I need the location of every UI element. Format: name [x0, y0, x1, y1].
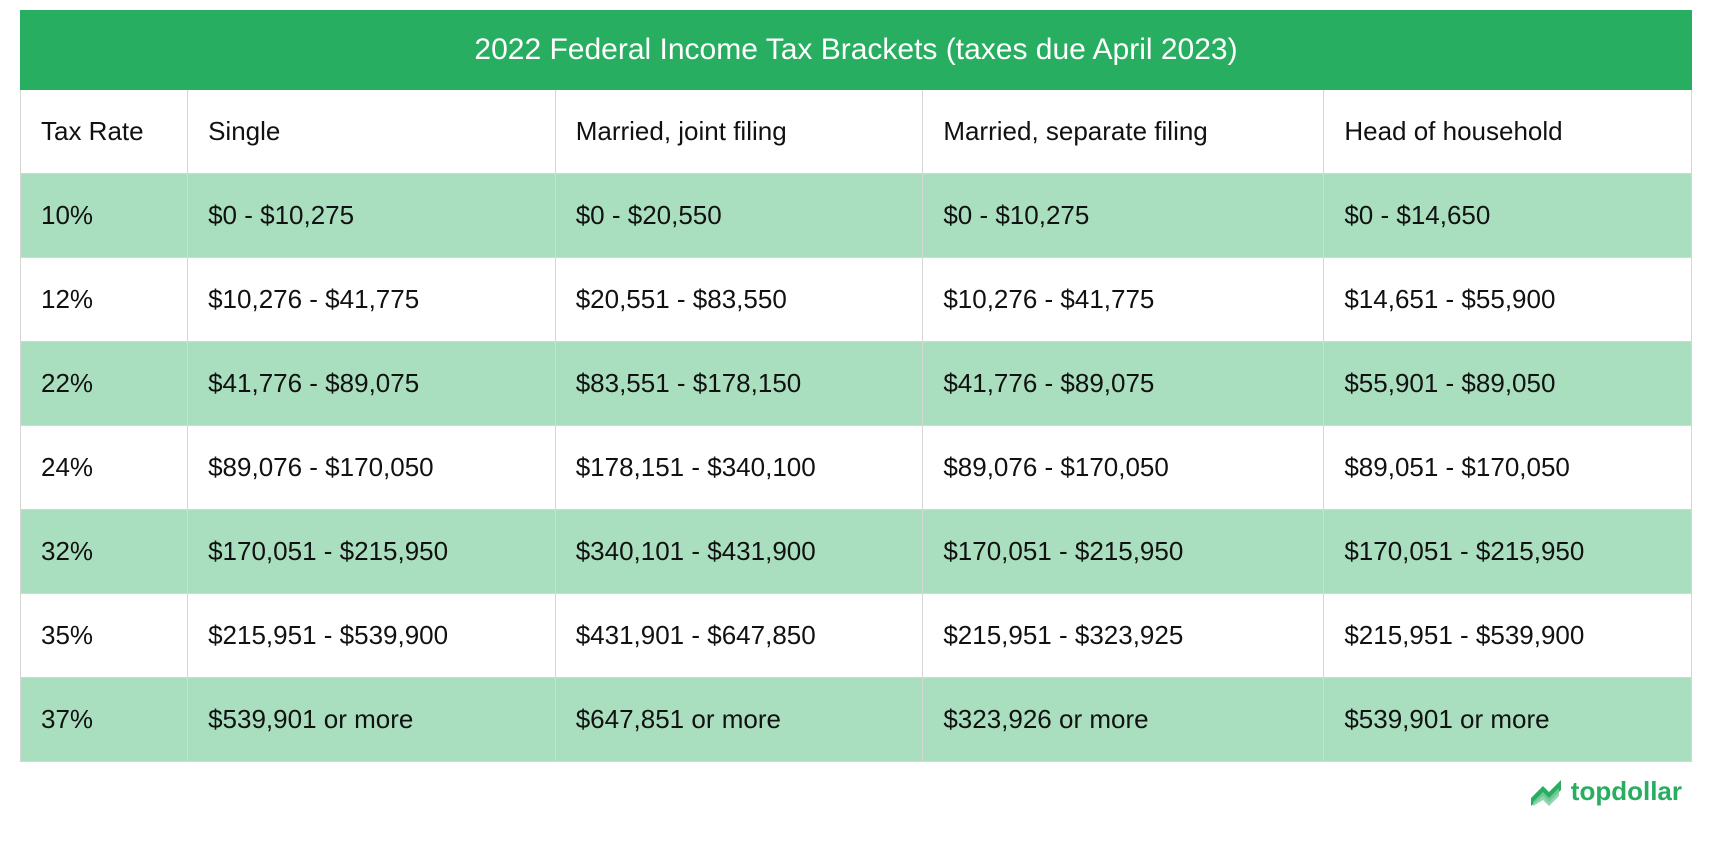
cell-rate: 32% [21, 510, 188, 594]
table-row: 35% $215,951 - $539,900 $431,901 - $647,… [21, 594, 1692, 678]
footer: topdollar [20, 762, 1692, 807]
cell-single: $10,276 - $41,775 [188, 258, 556, 342]
cell-separate: $0 - $10,275 [923, 174, 1324, 258]
col-header-rate: Tax Rate [21, 90, 188, 174]
tax-bracket-table: 2022 Federal Income Tax Brackets (taxes … [20, 10, 1692, 762]
tax-bracket-table-container: 2022 Federal Income Tax Brackets (taxes … [20, 10, 1692, 807]
cell-single: $89,076 - $170,050 [188, 426, 556, 510]
cell-separate: $170,051 - $215,950 [923, 510, 1324, 594]
cell-rate: 12% [21, 258, 188, 342]
cell-single: $41,776 - $89,075 [188, 342, 556, 426]
table-row: 37% $539,901 or more $647,851 or more $3… [21, 678, 1692, 762]
cell-rate: 10% [21, 174, 188, 258]
cell-separate: $215,951 - $323,925 [923, 594, 1324, 678]
table-row: 12% $10,276 - $41,775 $20,551 - $83,550 … [21, 258, 1692, 342]
cell-single: $539,901 or more [188, 678, 556, 762]
brand-logo-icon [1529, 778, 1563, 806]
cell-joint: $431,901 - $647,850 [555, 594, 923, 678]
cell-joint: $647,851 or more [555, 678, 923, 762]
col-header-joint: Married, joint filing [555, 90, 923, 174]
cell-hoh: $89,051 - $170,050 [1324, 426, 1692, 510]
cell-hoh: $539,901 or more [1324, 678, 1692, 762]
cell-single: $170,051 - $215,950 [188, 510, 556, 594]
cell-joint: $83,551 - $178,150 [555, 342, 923, 426]
cell-hoh: $0 - $14,650 [1324, 174, 1692, 258]
table-title-row: 2022 Federal Income Tax Brackets (taxes … [21, 11, 1692, 90]
col-header-separate: Married, separate filing [923, 90, 1324, 174]
cell-rate: 35% [21, 594, 188, 678]
table-header-row: Tax Rate Single Married, joint filing Ma… [21, 90, 1692, 174]
cell-hoh: $170,051 - $215,950 [1324, 510, 1692, 594]
cell-single: $215,951 - $539,900 [188, 594, 556, 678]
brand-name: topdollar [1571, 776, 1682, 807]
cell-separate: $41,776 - $89,075 [923, 342, 1324, 426]
cell-rate: 37% [21, 678, 188, 762]
cell-separate: $89,076 - $170,050 [923, 426, 1324, 510]
cell-hoh: $14,651 - $55,900 [1324, 258, 1692, 342]
table-row: 24% $89,076 - $170,050 $178,151 - $340,1… [21, 426, 1692, 510]
cell-single: $0 - $10,275 [188, 174, 556, 258]
cell-joint: $0 - $20,550 [555, 174, 923, 258]
col-header-hoh: Head of household [1324, 90, 1692, 174]
cell-joint: $340,101 - $431,900 [555, 510, 923, 594]
table-row: 32% $170,051 - $215,950 $340,101 - $431,… [21, 510, 1692, 594]
table-row: 10% $0 - $10,275 $0 - $20,550 $0 - $10,2… [21, 174, 1692, 258]
table-title: 2022 Federal Income Tax Brackets (taxes … [21, 11, 1692, 90]
table-row: 22% $41,776 - $89,075 $83,551 - $178,150… [21, 342, 1692, 426]
cell-separate: $323,926 or more [923, 678, 1324, 762]
cell-joint: $178,151 - $340,100 [555, 426, 923, 510]
col-header-single: Single [188, 90, 556, 174]
cell-hoh: $215,951 - $539,900 [1324, 594, 1692, 678]
cell-separate: $10,276 - $41,775 [923, 258, 1324, 342]
cell-rate: 22% [21, 342, 188, 426]
cell-hoh: $55,901 - $89,050 [1324, 342, 1692, 426]
cell-rate: 24% [21, 426, 188, 510]
cell-joint: $20,551 - $83,550 [555, 258, 923, 342]
